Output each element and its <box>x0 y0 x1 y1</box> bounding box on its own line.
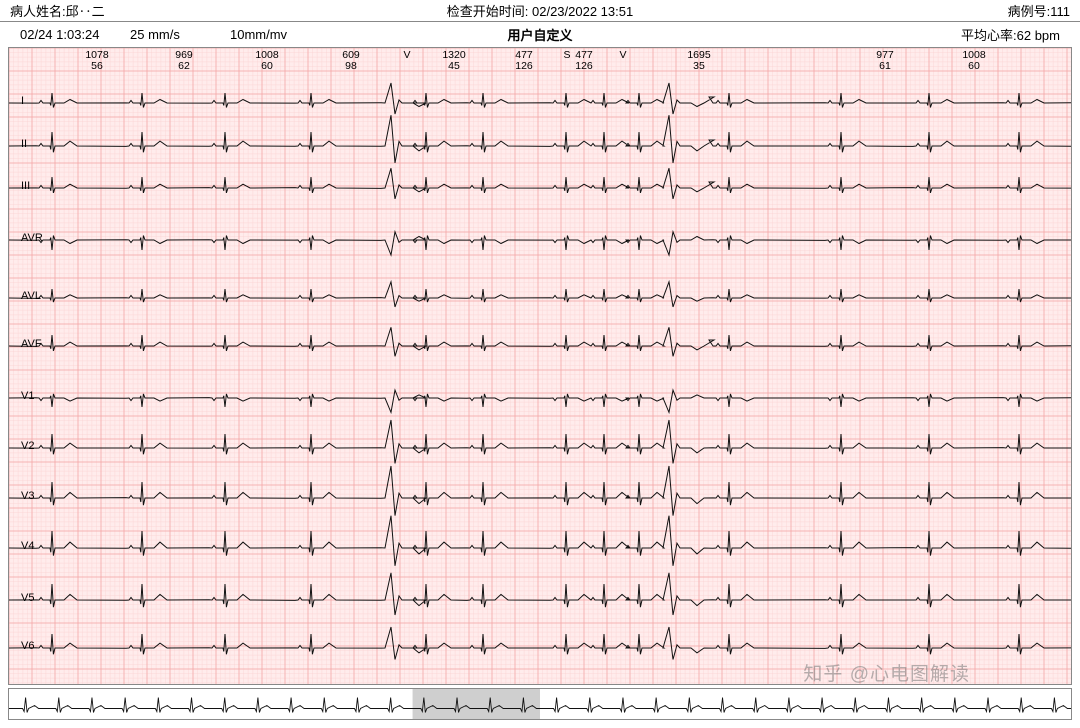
beat-annotation: 1008 60 <box>255 50 278 72</box>
beat-annotation: 609 98 <box>342 50 360 72</box>
beat-annotation: V <box>619 50 626 61</box>
beat-annotation: 977 61 <box>876 50 894 72</box>
ecg-svg <box>9 48 1071 684</box>
rhythm-strip <box>8 688 1072 720</box>
exam-start-time: 检查开始时间: 02/23/2022 13:51 <box>447 1 633 20</box>
beat-annotation: 1078 56 <box>85 50 108 72</box>
lead-label-II: II <box>21 138 27 150</box>
top-header: 病人姓名:邱‥二 检查开始时间: 02/23/2022 13:51 病例号:11… <box>0 0 1080 22</box>
lead-label-I: I <box>21 95 24 107</box>
info-bar: 02/24 1:03:24 25 mm/s 10mm/mv 用户自定义 平均心率… <box>0 22 1080 47</box>
beat-annotation: V <box>403 50 410 61</box>
lead-label-V5: V5 <box>21 592 34 604</box>
ecg-chart: IIIIIIAVRAVLAVFV1V2V3V4V5V61078 56969 62… <box>8 47 1072 685</box>
lead-label-III: III <box>21 180 30 192</box>
beat-annotation: 1008 60 <box>962 50 985 72</box>
lead-label-V1: V1 <box>21 390 34 402</box>
strip-title: 用户自定义 <box>507 25 572 44</box>
beat-annotation: 477 126 <box>515 50 533 72</box>
beat-annotation: 1695 35 <box>687 50 710 72</box>
lead-label-AVF: AVF <box>21 338 42 350</box>
beat-annotation: 969 62 <box>175 50 193 72</box>
avg-heart-rate: 平均心率:62 bpm <box>961 25 1060 44</box>
lead-label-V2: V2 <box>21 440 34 452</box>
rhythm-svg <box>9 689 1071 719</box>
case-number: 病例号:111 <box>1008 1 1070 20</box>
patient-name: 病人姓名:邱‥二 <box>10 1 105 20</box>
strip-timestamp: 02/24 1:03:24 <box>20 27 100 42</box>
lead-label-AVL: AVL <box>21 290 41 302</box>
beat-annotation: 477 126 <box>575 50 593 72</box>
lead-label-V4: V4 <box>21 540 34 552</box>
lead-label-V3: V3 <box>21 490 34 502</box>
paper-speed: 25 mm/s <box>130 27 180 42</box>
lead-label-V6: V6 <box>21 640 34 652</box>
beat-annotation: 1320 45 <box>442 50 465 72</box>
lead-label-AVR: AVR <box>21 232 43 244</box>
beat-annotation: S <box>563 50 570 61</box>
watermark: 知乎 @心电图解读 <box>803 659 970 686</box>
gain: 10mm/mv <box>230 27 287 42</box>
